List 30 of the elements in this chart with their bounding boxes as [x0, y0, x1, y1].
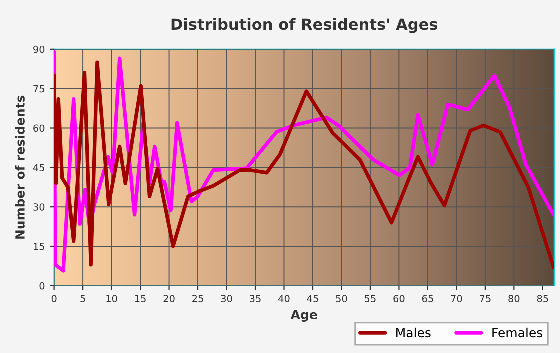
x-tick-label: 30 — [221, 295, 232, 302]
x-tick-label: 20 — [164, 295, 175, 302]
x-tick-label: 45 — [307, 295, 318, 302]
x-tick-label: 85 — [537, 295, 548, 302]
chart-title: Distribution of Residents' Ages — [172, 18, 438, 34]
y-tick-label: 15 — [34, 243, 44, 250]
x-tick-label: 50 — [336, 295, 348, 302]
x-tick-label: 10 — [106, 295, 118, 302]
x-tick-label: 35 — [250, 295, 261, 302]
x-tick-label: 65 — [422, 295, 434, 302]
x-tick-label: 80 — [508, 295, 520, 302]
x-axis-title: Age — [290, 310, 318, 322]
y-tick-label: 60 — [34, 124, 45, 132]
y-tick-label: 75 — [34, 85, 44, 93]
x-tick-label: 60 — [394, 295, 405, 302]
x-tick-label: 40 — [278, 295, 290, 302]
y-axis-title: Number of residents — [15, 96, 25, 239]
legend-label: Males — [396, 328, 431, 338]
legend-label: Females — [492, 328, 543, 338]
x-tick-label: 70 — [451, 295, 462, 302]
x-tick-label: 25 — [192, 295, 204, 302]
x-tick-label: 15 — [135, 295, 146, 302]
y-tick-label: 0 — [40, 282, 45, 290]
y-tick-label: 45 — [33, 164, 44, 172]
y-tick-label: 90 — [34, 46, 45, 54]
x-tick-label: 75 — [480, 295, 491, 302]
y-tick-label: 30 — [34, 204, 45, 211]
x-tick-label: 5 — [80, 295, 86, 302]
x-tick-label: 0 — [52, 295, 57, 302]
x-tick-label: 55 — [365, 295, 376, 302]
